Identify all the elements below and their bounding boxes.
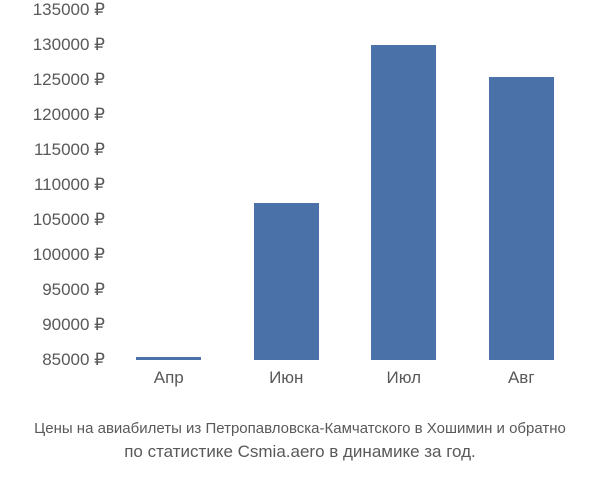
y-tick-label: 130000 ₽	[33, 35, 105, 55]
y-tick-label: 135000 ₽	[33, 0, 105, 20]
y-tick-label: 110000 ₽	[34, 175, 105, 195]
y-tick-label: 125000 ₽	[33, 70, 105, 90]
y-tick-label: 120000 ₽	[33, 105, 105, 125]
bars-group	[110, 10, 580, 360]
bar	[254, 203, 319, 361]
x-axis: Апр Июн Июл Авг	[110, 368, 580, 398]
y-axis: 85000 ₽90000 ₽95000 ₽100000 ₽105000 ₽110…	[0, 10, 105, 360]
x-tick-label: Апр	[154, 368, 184, 388]
bar	[489, 77, 554, 361]
y-tick-label: 100000 ₽	[33, 245, 105, 265]
y-tick-label: 85000 ₽	[42, 350, 105, 370]
caption-line-2: по статистике Csmia.aero в динамике за г…	[0, 442, 600, 462]
x-tick-label: Июн	[269, 368, 303, 388]
bar	[136, 357, 201, 361]
caption-line-1: Цены на авиабилеты из Петропавловска-Кам…	[0, 420, 600, 437]
y-tick-label: 115000 ₽	[34, 140, 105, 160]
y-tick-label: 105000 ₽	[33, 210, 105, 230]
x-tick-label: Июл	[386, 368, 421, 388]
x-tick-label: Авг	[508, 368, 535, 388]
y-tick-label: 95000 ₽	[42, 280, 105, 300]
plot-area	[110, 10, 580, 360]
y-tick-label: 90000 ₽	[42, 315, 105, 335]
bar	[371, 45, 436, 360]
price-chart: 85000 ₽ 90000 ₽ 95000 ₽ 100000 ₽ 105000 ₽ 110…	[0, 0, 600, 500]
